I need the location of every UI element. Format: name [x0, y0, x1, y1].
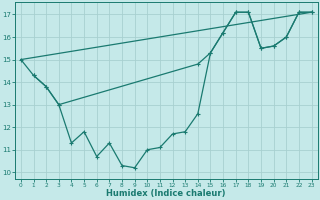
- X-axis label: Humidex (Indice chaleur): Humidex (Indice chaleur): [107, 189, 226, 198]
